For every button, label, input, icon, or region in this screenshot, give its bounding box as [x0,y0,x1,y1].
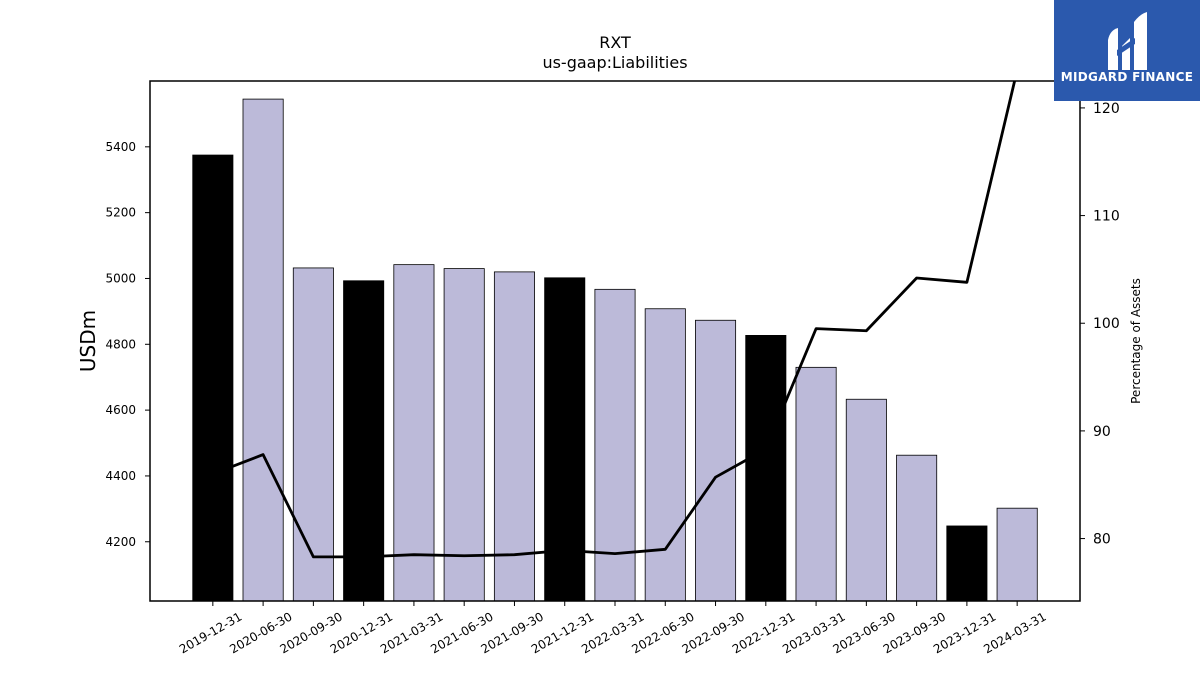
bar [292,267,334,602]
y2-tick-label: 120 [1093,101,1120,117]
y2-tick-label: 100 [1093,316,1120,332]
y-tick-label: 5400 [105,140,136,154]
series-line [212,81,1017,559]
y2-tick-label: 110 [1093,209,1120,225]
y-tick-label: 5000 [105,271,136,285]
y-tick-label: 4400 [105,469,136,483]
y-axis-label: USDm [76,310,100,372]
bar [594,288,636,602]
bar [343,280,385,602]
chart-title: RXT [599,33,631,52]
logo-mark-icon [1108,12,1147,70]
bar [695,319,737,602]
bar [242,98,284,602]
bar [946,525,988,602]
chart-subtitle: us-gaap:Liabilities [542,53,687,72]
bar [896,454,938,602]
y-tick-label: 4600 [105,403,136,417]
plot-frame [149,80,1081,602]
bar [745,335,787,602]
y-tick-label: 4200 [105,535,136,549]
bar [393,264,435,602]
bar [192,154,234,602]
y-tick-label: 4800 [105,337,136,351]
bar [795,366,837,602]
logo-text: MIDGARD FINANCE [1061,70,1193,84]
y2-tick-label: 90 [1093,424,1111,440]
plot-layer [192,81,1038,602]
bar [996,507,1038,602]
y2-tick-label: 80 [1093,532,1111,548]
bar [493,271,535,602]
bar [443,268,485,602]
bar [845,398,887,602]
y2-axis-label: Percentage of Assets [1129,278,1143,404]
bar [644,308,686,602]
logo: MIDGARD FINANCE [1054,0,1200,101]
y-tick-label: 5200 [105,206,136,220]
bar [544,277,586,602]
